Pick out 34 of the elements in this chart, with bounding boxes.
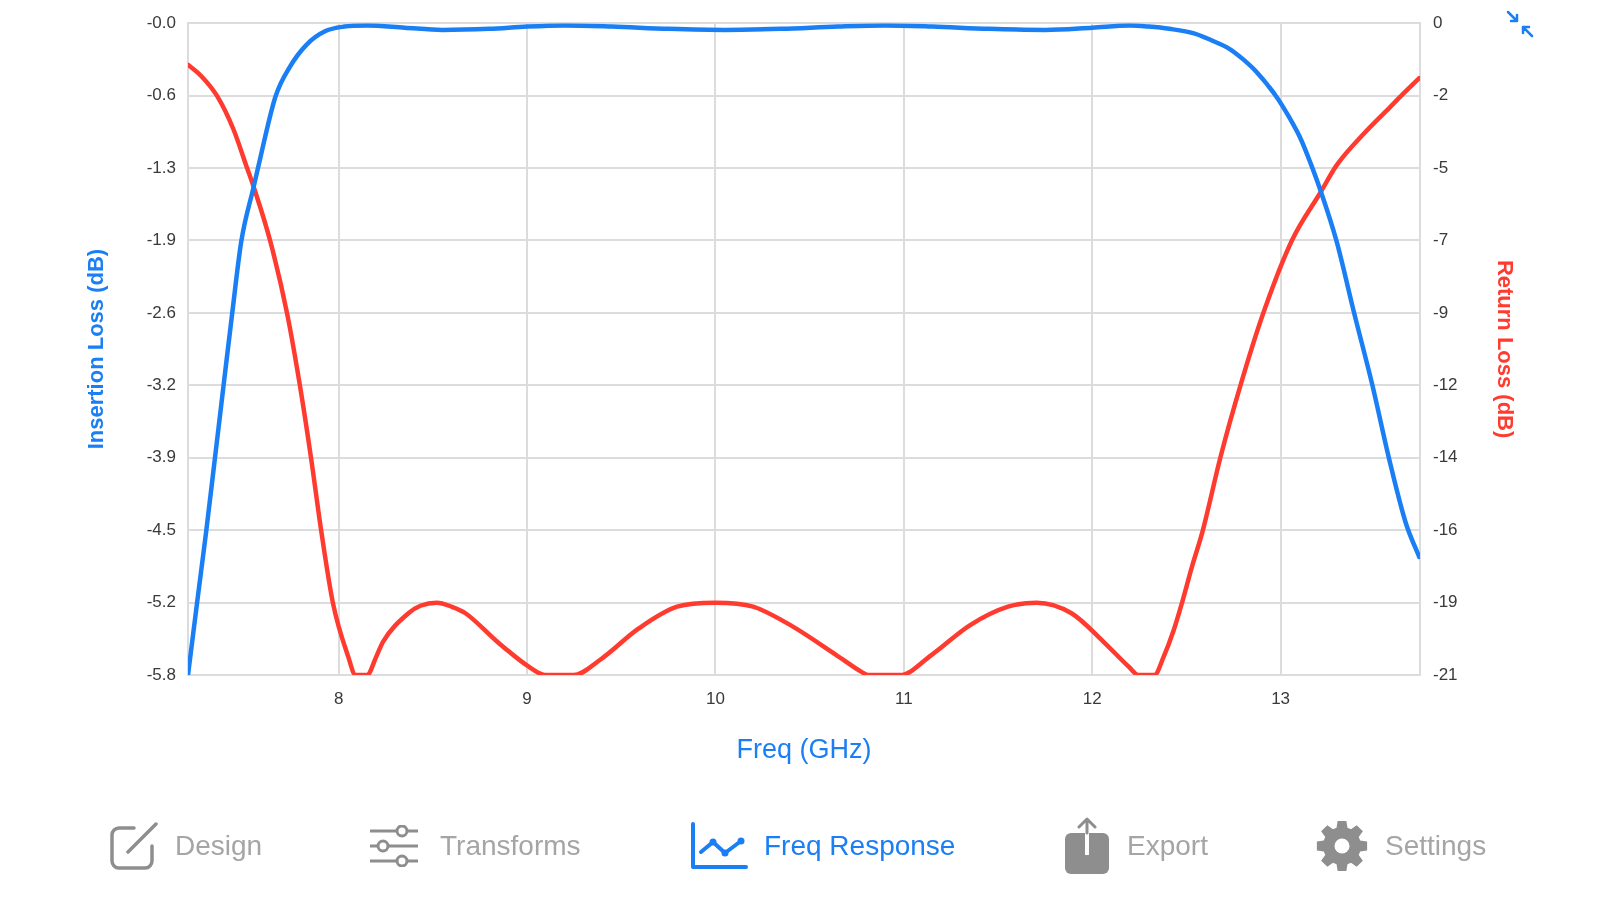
y2-tick-label: -12 — [1433, 375, 1458, 395]
text: Transforms — [440, 829, 581, 863]
text: Settings — [1385, 829, 1487, 863]
y-tick-label: -1.9 — [146, 230, 176, 250]
y2-tick-label: -14 — [1433, 447, 1458, 467]
x-tick-label: 10 — [706, 688, 725, 708]
y2-axis-title: Return Loss (dB) — [1492, 259, 1518, 439]
y2-tick-label: -9 — [1433, 302, 1449, 322]
text: Design — [175, 829, 263, 863]
y-tick-label: -1.3 — [146, 157, 176, 177]
y-tick-label: -0.6 — [146, 85, 176, 105]
x-tick-label: 9 — [522, 688, 532, 708]
y2-tick-label: -16 — [1433, 519, 1458, 539]
y-tick-label: -3.9 — [146, 447, 176, 467]
y2-tick-label: -19 — [1433, 592, 1458, 612]
y2-tick-label: -2 — [1433, 85, 1449, 105]
text: Export — [1127, 829, 1208, 863]
x-axis-title: Freq (GHz) — [736, 734, 872, 765]
x-tick-label: 13 — [1271, 688, 1291, 708]
y-tick-label: -3.2 — [146, 374, 176, 394]
y-axis-title: Insertion Loss (dB) — [83, 248, 109, 450]
y-tick-label: -5.8 — [146, 664, 176, 684]
text: Freq Response — [764, 829, 956, 863]
y2-tick-label: 0 — [1433, 12, 1443, 32]
x-tick-label: 8 — [333, 688, 344, 708]
y-tick-label: -0.0 — [146, 12, 176, 32]
y-tick-label: -4.5 — [146, 519, 176, 539]
y2-tick-label: -7 — [1433, 230, 1449, 250]
y-tick-label: -5.2 — [146, 592, 176, 612]
y-tick-label: -2.6 — [146, 302, 176, 322]
x-tick-label: 11 — [895, 688, 913, 708]
y2-tick-label: -21 — [1433, 664, 1458, 684]
y2-tick-label: -5 — [1433, 157, 1449, 177]
x-tick-label: 12 — [1082, 688, 1102, 708]
